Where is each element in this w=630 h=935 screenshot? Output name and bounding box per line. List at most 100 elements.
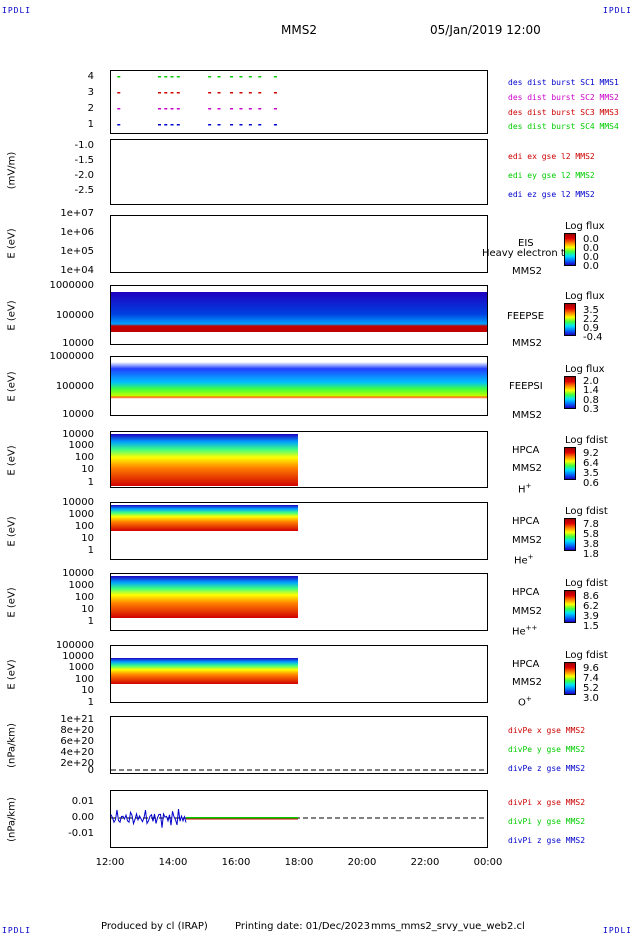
feepsi-instrument: FEEPSI	[509, 381, 543, 392]
footer-file: mms_mms2_srvy_vue_web2.cl	[371, 921, 525, 932]
burst-marker	[164, 92, 168, 94]
feepse-tick-3: 10000	[62, 338, 94, 349]
burst-marker	[176, 124, 180, 126]
burst-marker	[117, 76, 121, 78]
burst-marker	[158, 92, 161, 94]
hpca-o-probe: MMS2	[512, 677, 542, 688]
burst-marker	[164, 124, 168, 126]
hpca-o-cbar-tick-2: 7.4	[583, 673, 599, 684]
hpca-he1-species-charge: +	[527, 553, 534, 561]
page-title: MMS2	[281, 23, 317, 37]
hpca-he2-species: He++	[512, 624, 537, 637]
hpca-he1-colorbar	[564, 518, 576, 551]
hpca-o-tick-2: 10000	[62, 651, 94, 662]
edi-legend-x: edi ex gse l2 MMS2	[508, 152, 595, 161]
edi-ylabel: (mV/m)	[6, 151, 18, 190]
burst-marker	[217, 76, 221, 78]
burst-marker	[117, 92, 121, 94]
burst-legend-2: des dist burst SC2 MMS2	[508, 93, 619, 102]
eis-cbar-title: Log flux	[565, 221, 605, 232]
hpca-h-ylabel: E (eV)	[6, 445, 18, 476]
burst-marker	[170, 92, 174, 94]
divpe-ylabel: (nPa/km)	[6, 723, 18, 768]
feepsi-spectrogram	[111, 362, 487, 407]
hpca-h-instrument: HPCA	[512, 445, 540, 456]
x-tick-1400: 14:00	[158, 857, 188, 868]
eis-cbar-tick-1: 0.0	[583, 234, 599, 245]
burst-marker	[158, 124, 161, 126]
x-tick-1600: 16:00	[221, 857, 251, 868]
eis-probe: MMS2	[512, 266, 542, 277]
eis-tick-1: 1e+07	[60, 208, 94, 219]
hpca-he1-probe: MMS2	[512, 535, 542, 546]
burst-tick-1: 1	[87, 119, 94, 130]
hpca-o-cbar-tick-3: 5.2	[583, 683, 599, 694]
eis-cbar-tick-4: 0.0	[583, 261, 599, 272]
x-tick-2000: 20:00	[347, 857, 377, 868]
panel-divpe	[110, 716, 488, 774]
burst-marker	[258, 124, 262, 126]
hpca-he2-tick-3: 100	[74, 592, 94, 603]
feepse-tick-2: 100000	[55, 310, 94, 321]
burst-marker	[170, 124, 174, 126]
hpca-he2-ylabel: E (eV)	[6, 587, 18, 618]
burst-marker	[230, 124, 234, 126]
burst-marker	[239, 76, 243, 78]
panel-burst	[110, 70, 488, 134]
burst-legend-1: des dist burst SC1 MMS1	[508, 78, 619, 87]
x-tick-0000: 00:00	[473, 857, 503, 868]
burst-marker	[239, 92, 243, 94]
burst-marker	[239, 108, 243, 110]
divpe-tick-1: 1e+21	[60, 714, 94, 725]
footer-produced: Produced by cl (IRAP)	[101, 921, 208, 932]
burst-marker	[273, 92, 277, 94]
panel-divpi	[110, 790, 488, 848]
hpca-he2-colorbar	[564, 590, 576, 623]
hpca-he1-ylabel: E (eV)	[6, 516, 18, 547]
feepsi-tick-2: 100000	[55, 381, 94, 392]
burst-marker	[117, 108, 121, 110]
eis-cbar-tick-2: 0.0	[583, 243, 599, 254]
burst-marker	[258, 92, 262, 94]
hpca-he1-cbar-tick-2: 5.8	[583, 529, 599, 540]
burst-marker	[239, 124, 243, 126]
burst-marker	[164, 108, 168, 110]
burst-marker	[217, 108, 221, 110]
hpca-o-cbar-tick-1: 9.6	[583, 663, 599, 674]
hpca-o-species: O+	[518, 695, 532, 708]
feepsi-tick-3: 10000	[62, 409, 94, 420]
edi-tick-4: -2.5	[74, 185, 94, 196]
divpi-tick-1: 0.01	[71, 796, 94, 807]
hpca-o-tick-4: 100	[74, 674, 94, 685]
hpca-h-tick-3: 100	[74, 452, 94, 463]
page-date: 05/Jan/2019 12:00	[430, 23, 541, 37]
burst-marker	[273, 124, 277, 126]
edi-legend-y: edi ey gse l2 MMS2	[508, 171, 595, 180]
divpe-tick-6: 0	[87, 765, 94, 776]
divpe-tick-2: 8e+20	[60, 725, 94, 736]
burst-marker	[208, 124, 212, 126]
x-tick-2200: 22:00	[410, 857, 440, 868]
feepse-instrument: FEEPSE	[507, 311, 545, 322]
hpca-h-tick-5: 1	[87, 477, 94, 488]
hpca-he2-species-charge: ++	[525, 624, 538, 632]
hpca-o-cbar-title: Log fdist	[565, 650, 608, 661]
divpi-legend-x: divPi x gse MMS2	[508, 798, 586, 807]
burst-marker	[248, 92, 252, 94]
feepse-cbar-tick-4: -0.4	[583, 332, 603, 343]
burst-tick-3: 3	[87, 87, 94, 98]
corner-label-tl: IPDLI	[2, 6, 32, 15]
hpca-h-cbar-tick-4: 0.6	[583, 478, 599, 489]
divpe-tick-3: 6e+20	[60, 736, 94, 747]
hpca-he1-cbar-tick-1: 7.8	[583, 519, 599, 530]
hpca-o-cbar-tick-4: 3.0	[583, 693, 599, 704]
burst-marker	[170, 76, 174, 78]
divpe-legend-y: divPe y gse MMS2	[508, 745, 586, 754]
x-tick-1800: 18:00	[284, 857, 314, 868]
divpe-tick-5: 2e+20	[60, 758, 94, 769]
burst-marker	[164, 76, 168, 78]
hpca-h-cbar-title: Log fdist	[565, 435, 608, 446]
panel-eis	[110, 215, 488, 273]
feepsi-probe: MMS2	[512, 410, 542, 421]
